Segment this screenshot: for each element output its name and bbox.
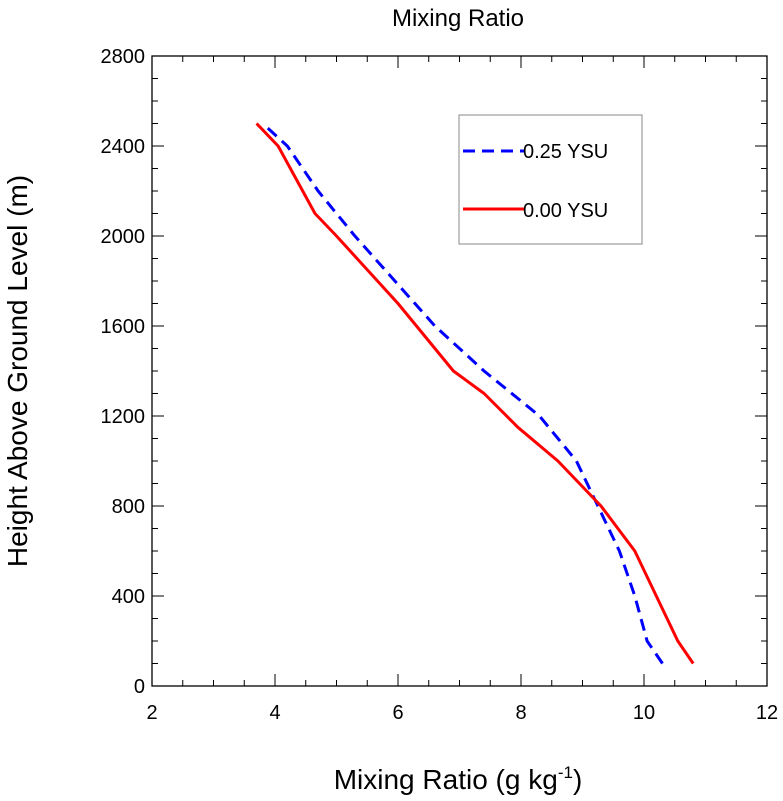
x-tick-label: 6 [392, 702, 403, 724]
y-axis-title: Height Above Ground Level (m) [2, 175, 33, 567]
x-tick-label: 2 [146, 702, 157, 724]
y-tick-label: 1200 [101, 406, 146, 428]
y-tick-label: 400 [112, 586, 145, 608]
chart-title: Mixing Ratio [392, 5, 524, 32]
y-tick-label: 2400 [101, 136, 146, 158]
y-tick-label: 1600 [101, 316, 146, 338]
axis-ticks [151, 55, 768, 687]
legend-box [458, 114, 643, 245]
y-tick-label: 2800 [101, 46, 146, 68]
x-tick-label: 4 [269, 702, 280, 724]
x-tick-label: 8 [515, 702, 526, 724]
y-tick-label: 0 [134, 676, 145, 698]
x-axis-title-superscript: -1 [558, 763, 573, 782]
y-tick-label: 2000 [101, 226, 146, 248]
legend: 0.25 YSU 0.00 YSU [458, 114, 643, 245]
legend-label-0.25-ysu: 0.25 YSU [523, 141, 608, 163]
x-axis-title-main: Mixing Ratio (g kg [334, 764, 558, 795]
x-axis-title-suffix: ) [573, 764, 582, 795]
series-line-0-00-ysu [255, 122, 695, 665]
legend-label-0.00-ysu: 0.00 YSU [523, 200, 608, 222]
y-tick-label: 800 [112, 496, 145, 518]
x-tick-label: 12 [756, 702, 778, 724]
series-layer [255, 122, 695, 665]
axis-tick-labels: 2 4 6 8 10 12 0 400 800 1200 1600 2000 2400 2800 [101, 46, 779, 724]
series-line-0-25-ysu [261, 122, 664, 665]
x-tick-label: 10 [633, 702, 655, 724]
x-axis-title: Mixing Ratio (g kg-1) [334, 763, 583, 795]
